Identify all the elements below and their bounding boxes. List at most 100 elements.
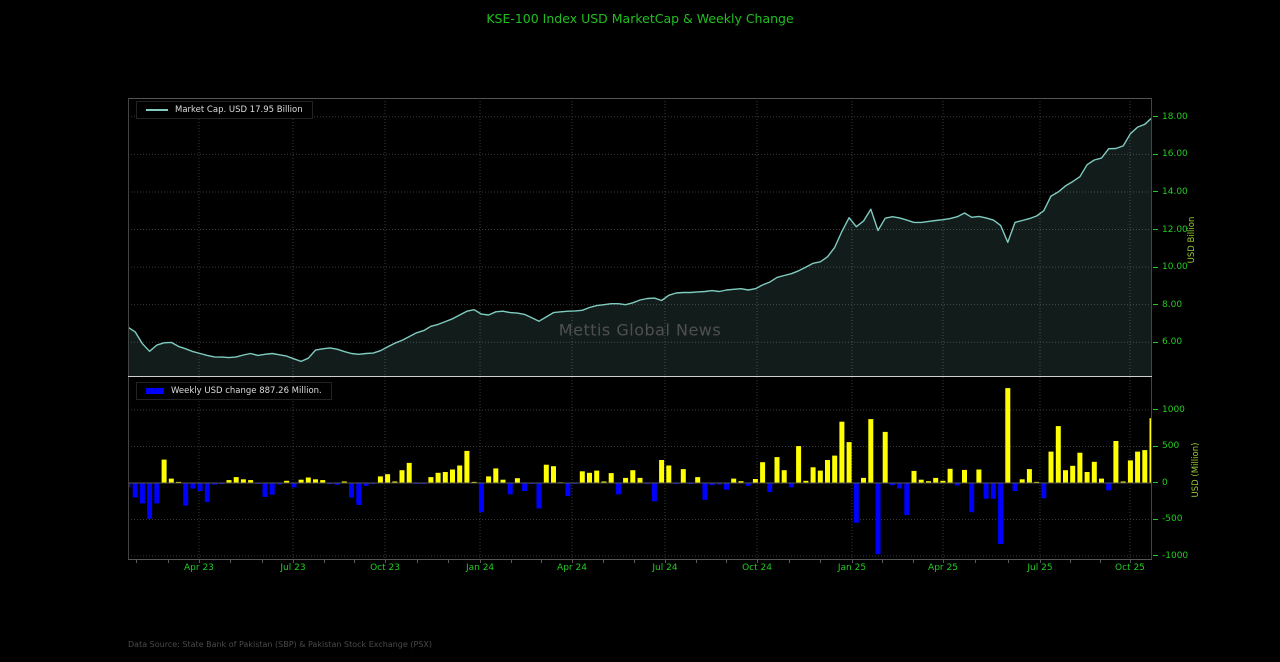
- positive-bar: [976, 469, 982, 483]
- x-minor-tick: [448, 559, 450, 563]
- tick-mark: [1153, 266, 1158, 268]
- negative-bar: [1012, 483, 1018, 491]
- x-tick-label: Jan 24: [466, 563, 494, 573]
- top-y-axis-title: USD Billion: [1187, 216, 1197, 264]
- negative-bar: [702, 483, 708, 500]
- negative-bar: [219, 483, 225, 485]
- negative-bar: [983, 483, 989, 499]
- watermark: Mettis Global News: [558, 320, 722, 340]
- x-minor-tick: [757, 559, 759, 563]
- positive-bar: [1063, 470, 1068, 483]
- marketcap-line: [128, 117, 1152, 363]
- positive-bar: [962, 469, 967, 483]
- negative-bar: [197, 483, 203, 491]
- x-tick-label: Oct 24: [742, 563, 772, 573]
- marketcap-area-fill: [128, 117, 1152, 377]
- positive-bar: [630, 470, 636, 483]
- x-tick-label-text: Jul 23: [280, 563, 306, 573]
- positive-bar: [240, 479, 246, 483]
- negative-bar: [954, 483, 960, 486]
- positive-bar: [551, 466, 556, 483]
- negative-bar: [154, 483, 160, 504]
- positive-bar: [1149, 418, 1152, 483]
- positive-bar: [471, 481, 477, 483]
- negative-bar: [421, 483, 427, 485]
- positive-bar: [1127, 460, 1133, 483]
- x-minor-tick: [695, 559, 697, 563]
- positive-bar: [825, 460, 830, 483]
- x-minor-tick: [1129, 559, 1131, 563]
- tick-mark: [1153, 116, 1158, 118]
- x-minor-tick: [664, 559, 666, 563]
- x-tick-label-text: Jan 24: [465, 563, 495, 573]
- positive-bar: [947, 468, 953, 483]
- data-source-note: Data Source: State Bank of Pakistan (SBP…: [128, 640, 432, 649]
- positive-bar: [926, 481, 931, 483]
- positive-bar: [341, 481, 347, 483]
- negative-bar: [212, 483, 217, 485]
- negative-bar: [875, 483, 881, 555]
- positive-bar: [738, 481, 744, 483]
- y-tick-label-text: 14.00: [1162, 186, 1188, 197]
- positive-bar: [392, 481, 398, 483]
- y-tick-label: 12.00: [1153, 225, 1188, 235]
- x-tick-label: Apr 24: [557, 563, 587, 573]
- positive-bar: [587, 472, 592, 483]
- x-tick-label: Jul 25: [1027, 563, 1052, 573]
- y-tick-label: 18.00: [1153, 112, 1188, 122]
- positive-bar: [810, 467, 816, 483]
- negative-bar: [363, 483, 369, 486]
- positive-bar: [385, 474, 391, 483]
- positive-bar: [680, 469, 686, 483]
- negative-bar: [998, 483, 1004, 544]
- x-tick-label: Jan 25: [838, 563, 866, 573]
- y-tick-label: 8.00: [1153, 300, 1182, 310]
- y-tick-label-text: 6.00: [1162, 337, 1183, 348]
- positive-bar: [637, 477, 643, 483]
- positive-bar: [284, 480, 290, 483]
- positive-bar: [608, 473, 614, 483]
- weekly-change-bar-chart: [128, 377, 1152, 560]
- negative-bar: [139, 483, 145, 504]
- negative-bar: [128, 483, 131, 488]
- positive-bar: [176, 481, 181, 483]
- x-tick-label-text: Jan 25: [837, 563, 867, 573]
- positive-bar: [839, 421, 845, 483]
- tick-mark: [1153, 482, 1158, 484]
- y-tick-label-text: 18.00: [1162, 111, 1188, 122]
- positive-bar: [226, 480, 232, 483]
- positive-bar: [248, 480, 254, 483]
- positive-bar: [1019, 479, 1025, 483]
- y-tick-label-text: 8.00: [1162, 299, 1183, 310]
- x-minor-tick: [851, 559, 853, 563]
- positive-bar: [601, 481, 607, 483]
- x-minor-tick: [882, 559, 884, 563]
- tick-mark: [1153, 409, 1158, 411]
- x-tick-label-text: Oct 25: [1115, 563, 1145, 573]
- positive-bar: [514, 478, 520, 483]
- positive-bar: [1055, 426, 1061, 483]
- x-tick-label-text: Apr 24: [557, 563, 587, 573]
- tick-mark: [1153, 304, 1158, 306]
- positive-bar: [377, 476, 383, 483]
- positive-bar: [1113, 441, 1119, 483]
- negative-bar: [327, 483, 333, 485]
- x-minor-tick: [820, 559, 822, 563]
- negative-bar: [269, 483, 275, 495]
- y-tick-label: 1000: [1153, 405, 1185, 415]
- y-tick-label: 6.00: [1153, 337, 1182, 347]
- bottom-y-axis-title: USD (Million): [1191, 442, 1201, 498]
- positive-bar: [1135, 451, 1141, 483]
- weekly-change-legend: Weekly USD change 887.26 Million.: [136, 382, 332, 400]
- negative-bar: [889, 483, 895, 486]
- negative-bar: [147, 483, 153, 519]
- positive-bar: [868, 419, 874, 483]
- positive-bar: [666, 465, 672, 483]
- x-minor-tick: [975, 559, 977, 563]
- negative-bar: [1041, 483, 1047, 499]
- x-minor-tick: [230, 559, 232, 563]
- positive-bar: [918, 479, 924, 483]
- tick-mark: [1153, 153, 1158, 155]
- y-tick-label: 14.00: [1153, 187, 1188, 197]
- positive-bar: [399, 470, 405, 483]
